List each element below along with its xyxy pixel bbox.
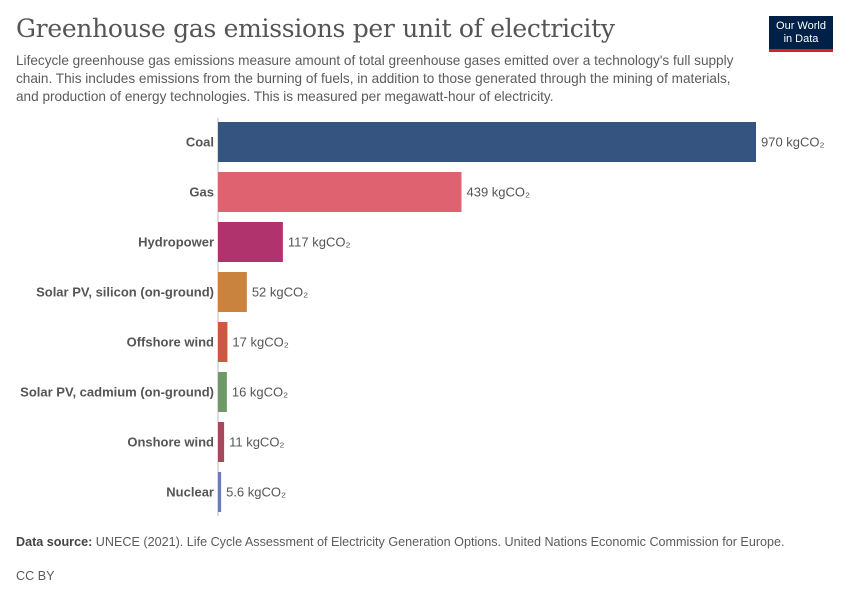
- category-label: Coal: [186, 135, 214, 150]
- category-label: Solar PV, silicon (on-ground): [36, 285, 214, 300]
- bar-solar-pv-cadmium-on-ground[interactable]: [218, 372, 227, 412]
- value-label: 5.6 kgCO₂: [226, 485, 286, 500]
- category-label: Solar PV, cadmium (on-ground): [20, 385, 214, 400]
- logo-line-1: Our World: [776, 20, 826, 32]
- data-source-text: UNECE (2021). Life Cycle Assessment of E…: [95, 535, 785, 549]
- chart-subtitle: Lifecycle greenhouse gas emissions measu…: [16, 53, 734, 104]
- value-label: 117 kgCO₂: [288, 235, 351, 250]
- bar-gas[interactable]: [218, 172, 462, 212]
- data-source: Data source: UNECE (2021). Life Cycle As…: [16, 534, 806, 550]
- logo-line-2: in Data: [783, 33, 819, 45]
- value-label: 11 kgCO₂: [229, 435, 284, 450]
- category-label: Gas: [189, 185, 214, 200]
- bar-hydropower[interactable]: [218, 222, 283, 262]
- chart-title: Greenhouse gas emissions per unit of ele…: [16, 14, 615, 43]
- value-label: 52 kgCO₂: [252, 285, 308, 300]
- bar-solar-pv-silicon-on-ground[interactable]: [218, 272, 247, 312]
- value-label: 16 kgCO₂: [232, 385, 288, 400]
- category-label: Nuclear: [166, 485, 214, 500]
- owid-logo[interactable]: Our World in Data: [769, 16, 833, 52]
- license: CC BY: [16, 569, 55, 583]
- category-label: Onshore wind: [127, 435, 214, 450]
- bar-offshore-wind[interactable]: [218, 322, 228, 362]
- bar-nuclear[interactable]: [218, 472, 222, 512]
- bar-coal[interactable]: [218, 122, 756, 162]
- value-label: 17 kgCO₂: [232, 335, 288, 350]
- value-label: 439 kgCO₂: [466, 185, 530, 200]
- bar-chart: Coal 970 kgCO₂ Gas 439 kgCO₂ Hydropower 117 k…: [20, 118, 825, 516]
- category-label: Offshore wind: [127, 335, 214, 350]
- data-source-label: Data source:: [16, 535, 93, 549]
- category-label: Hydropower: [138, 235, 214, 250]
- bar-onshore-wind[interactable]: [218, 422, 225, 462]
- value-label: 970 kgCO₂: [761, 135, 825, 150]
